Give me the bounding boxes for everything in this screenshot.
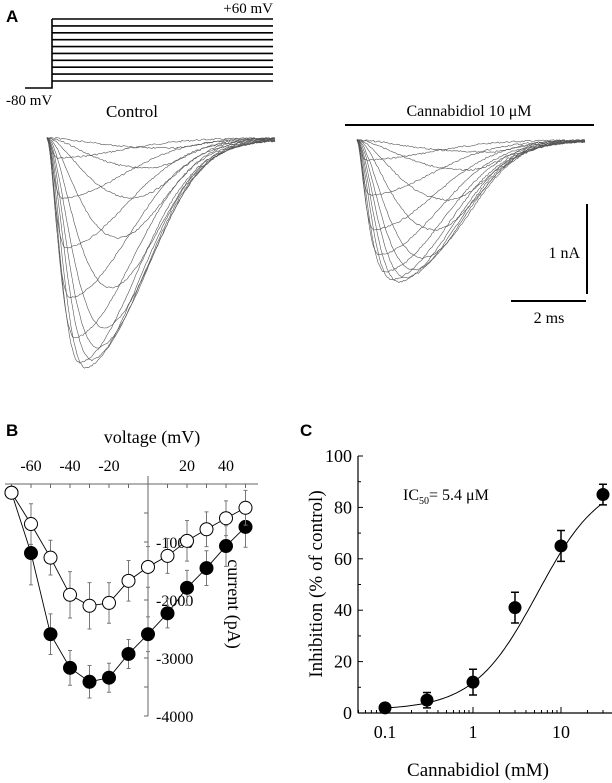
b-point-filled bbox=[160, 606, 175, 621]
current-trace bbox=[356, 139, 586, 202]
b-point-open bbox=[160, 548, 175, 563]
time-scale-label: 2 ms bbox=[534, 310, 565, 327]
current-trace bbox=[46, 137, 276, 338]
b-y-tick-label: -4000 bbox=[156, 709, 193, 726]
ic50-subscript: 50 bbox=[419, 496, 429, 507]
panel-c-label: C bbox=[300, 421, 312, 440]
control-label: Control bbox=[106, 102, 158, 121]
b-point-open bbox=[199, 522, 214, 537]
b-x-tick-label: -40 bbox=[59, 458, 80, 475]
c-axes: 0 20 40 60 80 100 0.1 1 10 bbox=[325, 446, 612, 742]
voltage-protocol bbox=[25, 18, 273, 89]
current-trace bbox=[356, 140, 586, 256]
ic50-value: = 5.4 μM bbox=[429, 487, 489, 504]
protocol-holding-label: -80 mV bbox=[6, 93, 52, 109]
b-point-open bbox=[219, 511, 233, 526]
ic50-prefix: IC bbox=[403, 487, 419, 504]
current-trace bbox=[356, 139, 586, 161]
b-point-open bbox=[4, 485, 19, 500]
c-point bbox=[554, 539, 568, 553]
current-trace bbox=[356, 139, 585, 153]
b-x-tick-label: 40 bbox=[218, 458, 234, 475]
current-trace bbox=[46, 137, 276, 199]
c-data bbox=[378, 483, 610, 715]
panel-a-label: A bbox=[6, 7, 18, 26]
current-scale-label: 1 nA bbox=[548, 245, 580, 262]
current-trace bbox=[46, 138, 276, 299]
current-trace bbox=[356, 139, 586, 259]
b-point-filled bbox=[219, 539, 233, 554]
b-x-tick-label: -20 bbox=[98, 458, 119, 475]
c-point bbox=[420, 693, 434, 707]
c-point bbox=[508, 601, 522, 615]
b-point-filled bbox=[43, 627, 58, 642]
c-y-tick-label: 0 bbox=[343, 703, 352, 723]
b-y-tick-label: -3000 bbox=[156, 651, 193, 668]
ic50-annotation: IC50= 5.4 μM bbox=[403, 487, 489, 507]
b-point-filled bbox=[180, 580, 194, 595]
current-trace bbox=[356, 139, 586, 231]
b-point-open bbox=[63, 587, 77, 602]
b-point-filled bbox=[199, 561, 214, 576]
c-x-tick-label: 1 bbox=[469, 722, 478, 742]
b-point-open bbox=[180, 533, 194, 548]
current-trace bbox=[46, 137, 276, 329]
b-point-filled bbox=[121, 646, 136, 661]
b-x-axis-title: voltage (mV) bbox=[104, 427, 200, 448]
current-trace bbox=[46, 137, 276, 249]
b-point-filled bbox=[82, 674, 97, 689]
b-point-open bbox=[238, 500, 253, 515]
current-trace bbox=[356, 139, 586, 273]
b-point-open bbox=[24, 517, 38, 532]
c-y-tick-label: 60 bbox=[334, 549, 352, 569]
current-trace bbox=[357, 140, 586, 231]
b-point-open bbox=[102, 595, 116, 610]
b-axes: -60 -40 -20 20 40-1000-2000-3000-4000 bbox=[5, 458, 258, 726]
c-y-tick-label: 80 bbox=[334, 497, 352, 517]
c-y-tick-label: 40 bbox=[334, 600, 352, 620]
current-trace bbox=[46, 138, 276, 369]
control-current-traces bbox=[46, 137, 276, 369]
b-x-tick-label: -60 bbox=[20, 458, 41, 475]
holding-step bbox=[25, 19, 53, 89]
drug-label: Cannabidiol 10 μM bbox=[406, 103, 531, 120]
c-x-tick-label: 0.1 bbox=[374, 722, 397, 742]
c-fit-curve bbox=[384, 503, 602, 709]
c-point bbox=[466, 675, 480, 689]
c-point bbox=[596, 488, 610, 502]
b-y-tick-label: -2000 bbox=[156, 593, 193, 610]
b-data bbox=[4, 485, 253, 699]
b-point-open bbox=[43, 550, 58, 565]
current-trace bbox=[356, 139, 586, 196]
b-point-open bbox=[82, 598, 97, 613]
c-y-tick-label: 100 bbox=[325, 446, 352, 466]
b-point-filled bbox=[102, 670, 116, 685]
current-trace bbox=[46, 138, 276, 289]
current-trace bbox=[46, 137, 276, 239]
current-trace bbox=[46, 138, 276, 362]
c-y-tick-label: 20 bbox=[334, 652, 352, 672]
c-point bbox=[378, 701, 392, 715]
b-point-filled bbox=[141, 627, 155, 642]
current-trace bbox=[46, 137, 276, 199]
b-point-filled bbox=[24, 546, 38, 561]
c-y-axis-title: Inhibition (% of control) bbox=[306, 490, 327, 677]
b-y-axis-title: current (pA) bbox=[223, 559, 244, 648]
b-point-open bbox=[121, 573, 136, 588]
protocol-top-label: +60 mV bbox=[223, 1, 273, 17]
b-point-open bbox=[141, 559, 155, 574]
b-x-tick-label: 20 bbox=[179, 458, 195, 475]
current-trace bbox=[47, 137, 276, 149]
c-x-axis-title: Cannabidiol (mM) bbox=[407, 760, 549, 781]
panel-b-label: B bbox=[6, 421, 18, 440]
drug-current-traces bbox=[356, 139, 586, 283]
current-trace bbox=[46, 137, 276, 169]
b-point-filled bbox=[63, 660, 77, 675]
c-x-tick-label: 10 bbox=[552, 722, 570, 742]
